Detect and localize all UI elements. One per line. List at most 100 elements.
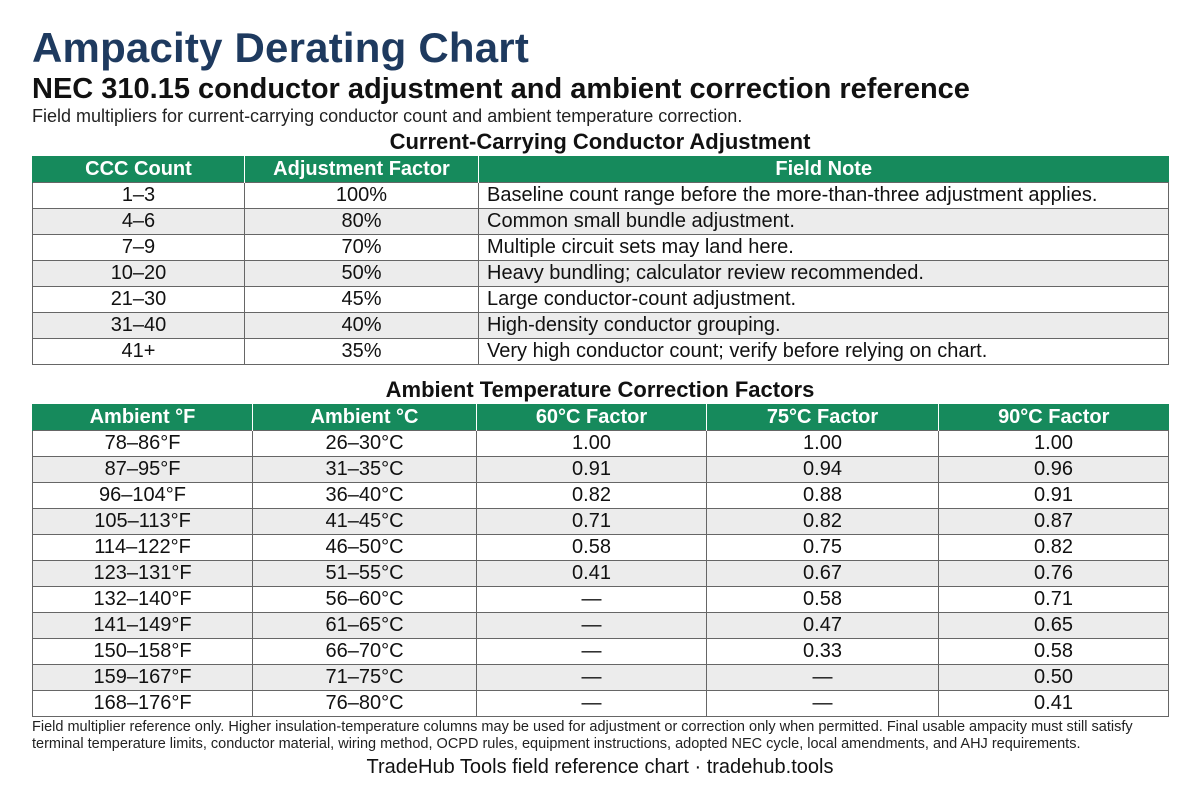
table-row: 78–86°F 26–30°C 1.00 1.00 1.00 — [32, 430, 1169, 457]
factor-90c-cell: 0.82 — [938, 534, 1169, 561]
ambient-c-cell: 76–80°C — [252, 690, 477, 717]
ccc-count-cell: 4–6 — [32, 208, 245, 235]
factor-90c-cell: 0.91 — [938, 482, 1169, 509]
ambient-c-cell: 31–35°C — [252, 456, 477, 483]
factor-75c-cell: 1.00 — [706, 430, 939, 457]
ambient-f-cell: 114–122°F — [32, 534, 253, 561]
factor-90c-cell: 0.41 — [938, 690, 1169, 717]
ambient-f-cell: 87–95°F — [32, 456, 253, 483]
factor-60c-cell: — — [476, 638, 707, 665]
field-note-cell: Common small bundle adjustment. — [478, 208, 1169, 235]
ambient-f-cell: 78–86°F — [32, 430, 253, 457]
ambient-f-cell: 150–158°F — [32, 638, 253, 665]
field-note-cell: Very high conductor count; verify before… — [478, 338, 1169, 365]
table-row: 159–167°F 71–75°C — —0.50 — [32, 664, 1169, 691]
adjustment-table: CCC Count Adjustment Factor Field Note 1… — [32, 156, 1169, 365]
adjustment-table-body: 1–3 100% Baseline count range before the m… — [32, 182, 1169, 365]
factor-90c-cell: 0.58 — [938, 638, 1169, 665]
table-row: 87–95°F 31–35°C 0.91 0.94 0.96 — [32, 456, 1169, 483]
column-header-adjustment-factor: Adjustment Factor — [244, 156, 479, 183]
page-subtitle: NEC 310.15 conductor adjustment and ambi… — [32, 73, 970, 105]
adjustment-factor-cell: 80% — [244, 208, 479, 235]
page-title: Ampacity Derating Chart — [32, 24, 530, 71]
ccc-count-cell: 31–40 — [32, 312, 245, 339]
ambient-table-title: Ambient Temperature Correction Factors — [385, 377, 815, 402]
footer-credit: TradeHub Tools field reference chart · t… — [366, 756, 834, 778]
factor-60c-cell: 1.00 — [476, 430, 707, 457]
table-row: 10–20 50% Heavy bundling; calculator revie… — [32, 260, 1169, 287]
factor-75c-cell: 0.67 — [706, 560, 939, 587]
adjustment-factor-cell: 45% — [244, 286, 479, 313]
adjustment-factor-cell: 50% — [244, 260, 479, 287]
table-row: 1–3 100% Baseline count range before the m… — [32, 182, 1169, 209]
factor-90c-cell: 0.96 — [938, 456, 1169, 483]
ccc-count-cell: 10–20 — [32, 260, 245, 287]
field-note-cell: Baseline count range before the more-tha… — [478, 182, 1169, 209]
adjustment-factor-cell: 100% — [244, 182, 479, 209]
ambient-c-cell: 66–70°C — [252, 638, 477, 665]
field-note-cell: High-density conductor grouping. — [478, 312, 1169, 339]
column-header-ccc-count: CCC Count — [32, 156, 245, 183]
ambient-table-header-row: Ambient °F Ambient °C 60°C Factor 75°C F… — [32, 404, 1169, 431]
ccc-count-cell: 41+ — [32, 338, 245, 365]
factor-90c-cell: 0.65 — [938, 612, 1169, 639]
adjustment-factor-cell: 40% — [244, 312, 479, 339]
table-row: 123–131°F 51–55°C 0.41 0.67 0.76 — [32, 560, 1169, 587]
table-row: 105–113°F 41–45°C 0.71 0.82 0.87 — [32, 508, 1169, 535]
field-note-cell: Multiple circuit sets may land here. — [478, 234, 1169, 261]
factor-60c-cell: — — [476, 586, 707, 613]
ambient-f-cell: 123–131°F — [32, 560, 253, 587]
adjustment-factor-cell: 70% — [244, 234, 479, 261]
factor-75c-cell: 0.58 — [706, 586, 939, 613]
ambient-c-cell: 71–75°C — [252, 664, 477, 691]
ccc-count-cell: 1–3 — [32, 182, 245, 209]
adjustment-table-title: Current-Carrying Conductor Adjustment — [389, 129, 811, 154]
factor-60c-cell: 0.91 — [476, 456, 707, 483]
ccc-count-cell: 7–9 — [32, 234, 245, 261]
column-header-60c-factor: 60°C Factor — [476, 404, 707, 431]
ambient-c-cell: 51–55°C — [252, 560, 477, 587]
field-note-cell: Heavy bundling; calculator review recomm… — [478, 260, 1169, 287]
ambient-f-cell: 96–104°F — [32, 482, 253, 509]
factor-75c-cell: — — [706, 690, 939, 717]
factor-60c-cell: — — [476, 612, 707, 639]
adjustment-table-header-row: CCC Count Adjustment Factor Field Note — [32, 156, 1169, 183]
ambient-c-cell: 61–65°C — [252, 612, 477, 639]
factor-90c-cell: 0.50 — [938, 664, 1169, 691]
column-header-90c-factor: 90°C Factor — [938, 404, 1169, 431]
factor-60c-cell: 0.58 — [476, 534, 707, 561]
column-header-ambient-f: Ambient °F — [32, 404, 253, 431]
factor-60c-cell: — — [476, 690, 707, 717]
table-row: 41+ 35% Very high conductor count; verify … — [32, 338, 1169, 365]
factor-75c-cell: — — [706, 664, 939, 691]
table-row: 4–6 80% Common small bundle adjustment. — [32, 208, 1169, 235]
table-row: 132–140°F 56–60°C —0.58 0.71 — [32, 586, 1169, 613]
factor-90c-cell: 0.71 — [938, 586, 1169, 613]
ambient-table: Ambient °F Ambient °C 60°C Factor 75°C F… — [32, 404, 1169, 717]
ambient-c-cell: 41–45°C — [252, 508, 477, 535]
factor-75c-cell: 0.47 — [706, 612, 939, 639]
ambient-f-cell: 168–176°F — [32, 690, 253, 717]
ambient-c-cell: 56–60°C — [252, 586, 477, 613]
table-row: 114–122°F 46–50°C 0.58 0.75 0.82 — [32, 534, 1169, 561]
factor-75c-cell: 0.33 — [706, 638, 939, 665]
column-header-ambient-c: Ambient °C — [252, 404, 477, 431]
factor-75c-cell: 0.88 — [706, 482, 939, 509]
column-header-field-note: Field Note — [478, 156, 1169, 183]
table-row: 7–9 70% Multiple circuit sets may land her… — [32, 234, 1169, 261]
factor-60c-cell: — — [476, 664, 707, 691]
ambient-c-cell: 46–50°C — [252, 534, 477, 561]
field-note-cell: Large conductor-count adjustment. — [478, 286, 1169, 313]
factor-90c-cell: 1.00 — [938, 430, 1169, 457]
table-row: 96–104°F 36–40°C 0.82 0.88 0.91 — [32, 482, 1169, 509]
ambient-f-cell: 159–167°F — [32, 664, 253, 691]
ambient-table-body: 78–86°F 26–30°C 1.00 1.00 1.00 87–95°F 31–35°C… — [32, 430, 1169, 717]
ambient-c-cell: 26–30°C — [252, 430, 477, 457]
table-row: 21–30 45% Large conductor-count adjustment… — [32, 286, 1169, 313]
factor-90c-cell: 0.76 — [938, 560, 1169, 587]
ambient-c-cell: 36–40°C — [252, 482, 477, 509]
footnote: Field multiplier reference only. Higher … — [32, 719, 1133, 752]
ambient-f-cell: 141–149°F — [32, 612, 253, 639]
factor-60c-cell: 0.82 — [476, 482, 707, 509]
